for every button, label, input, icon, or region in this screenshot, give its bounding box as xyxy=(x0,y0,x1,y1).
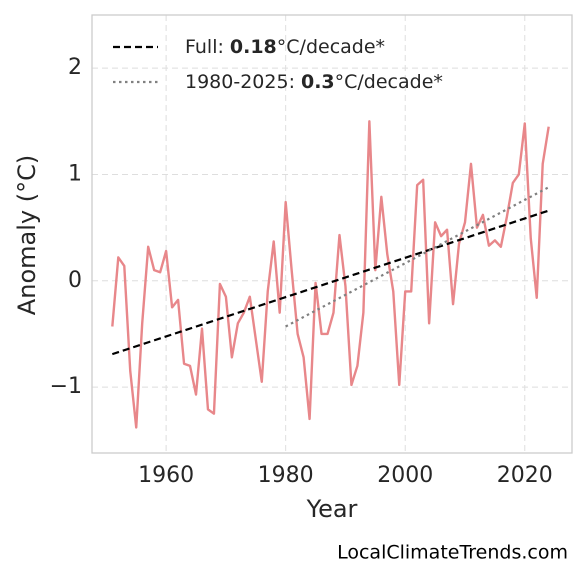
data-line xyxy=(111,120,550,429)
x-axis-label: Year xyxy=(306,495,358,523)
x-tick-label: 1960 xyxy=(138,463,194,488)
y-tick-label: 0 xyxy=(68,268,82,293)
trend-line xyxy=(111,209,550,356)
legend-rate: 0.18 xyxy=(230,36,277,58)
legend-label: Full: xyxy=(185,36,224,58)
y-tick-label: 1 xyxy=(68,161,82,186)
legend-label: 1980-2025: xyxy=(185,71,295,93)
legend-unit: °C/decade* xyxy=(335,71,443,93)
x-tick-label: 2020 xyxy=(497,463,553,488)
legend-unit: °C/decade* xyxy=(277,36,385,58)
y-tick-label: 2 xyxy=(68,55,82,80)
legend-entry: Full: 0.18°C/decade* xyxy=(185,36,385,58)
x-tick-label: 1980 xyxy=(258,463,314,488)
legend-entry: 1980-2025: 0.3°C/decade* xyxy=(185,71,443,93)
x-tick-label: 2000 xyxy=(377,463,433,488)
trend-line xyxy=(285,186,550,328)
legend-rate: 0.3 xyxy=(301,71,335,93)
source: LocalClimateTrends.com xyxy=(337,542,568,564)
y-axis-label: Anomaly (°C) xyxy=(13,155,41,315)
plot-frame xyxy=(91,14,573,454)
y-tick-label: −1 xyxy=(50,374,82,399)
